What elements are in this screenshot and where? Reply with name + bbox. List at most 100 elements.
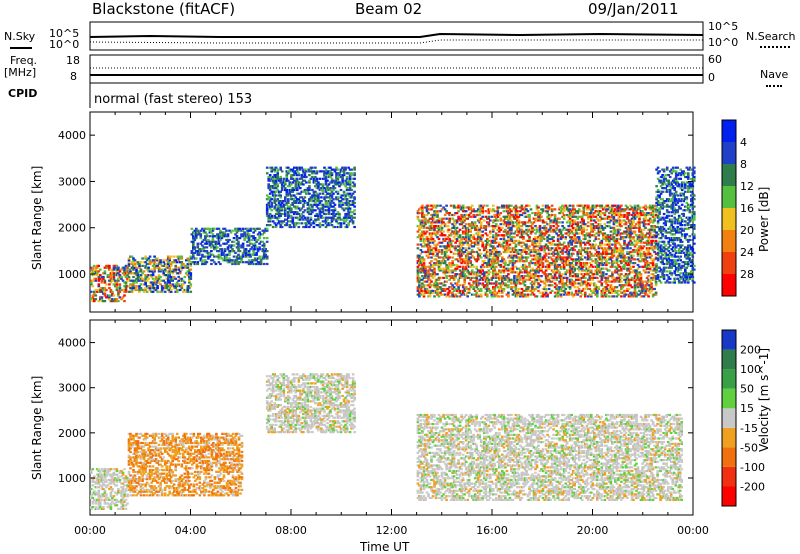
heatmap-cell [585, 234, 589, 237]
heatmap-cell [547, 256, 551, 259]
heatmap-cell [484, 225, 488, 228]
heatmap-cell [508, 228, 512, 231]
heatmap-cell [220, 250, 224, 253]
heatmap-cell [297, 201, 301, 204]
heatmap-cell [280, 185, 284, 188]
heatmap-cell [529, 232, 533, 235]
heatmap-cell [458, 234, 462, 237]
heatmap-cell [318, 222, 322, 225]
heatmap-cell [437, 262, 441, 265]
heatmap-cell [259, 233, 263, 236]
heatmap-cell [222, 235, 225, 238]
heatmap-cell [479, 230, 483, 233]
heatmap-cell [469, 239, 472, 242]
heatmap-cell [306, 203, 310, 206]
heatmap-cell [102, 272, 105, 275]
heatmap-cell [479, 236, 483, 239]
heatmap-cell [341, 218, 344, 221]
heatmap-cell [608, 275, 611, 278]
heatmap-cell [507, 204, 510, 207]
heatmap-cell [265, 198, 269, 201]
heatmap-cell [156, 287, 159, 290]
heatmap-cell [446, 265, 450, 268]
heatmap-cell [567, 293, 570, 296]
heatmap-cell [584, 213, 587, 217]
heatmap-cell [285, 203, 289, 206]
nsky-tick-top: 10^5 [49, 27, 80, 40]
heatmap-cell [294, 216, 298, 219]
heatmap-cell [472, 241, 475, 244]
heatmap-cell [338, 225, 341, 229]
heatmap-cell [151, 264, 155, 267]
heatmap-cell [314, 198, 317, 201]
heatmap-cell [552, 225, 555, 228]
heatmap-cell [302, 190, 305, 193]
heatmap-cell [612, 260, 616, 263]
heatmap-cell [262, 257, 266, 260]
heatmap-cell [341, 179, 344, 182]
heatmap-cell [312, 200, 316, 203]
heatmap-cell [428, 286, 432, 289]
heatmap-cell [108, 283, 111, 286]
heatmap-cell [246, 253, 249, 256]
heatmap-cell [201, 259, 204, 262]
heatmap-cell [496, 206, 500, 209]
heatmap-cell [329, 201, 332, 204]
heatmap-cell [217, 240, 221, 243]
heatmap-cell [498, 234, 501, 237]
heatmap-cell [330, 205, 334, 208]
heatmap-cell [528, 276, 531, 279]
heatmap-cell [463, 232, 466, 235]
heatmap-cell [97, 285, 101, 288]
heatmap-cell [476, 237, 480, 241]
heatmap-cell [279, 190, 282, 193]
heatmap-cell [484, 293, 488, 296]
heatmap-cell [153, 279, 156, 282]
heatmap-cell [440, 232, 444, 235]
heatmap-cell [422, 284, 426, 287]
heatmap-cell [470, 241, 474, 244]
heatmap-cell [562, 267, 566, 270]
heatmap-cell [467, 282, 471, 285]
heatmap-cell [297, 222, 301, 225]
heatmap-cell [335, 174, 338, 177]
heatmap-cell [424, 287, 427, 291]
heatmap-cell [481, 206, 484, 209]
heatmap-cell [148, 262, 152, 266]
heatmap-cell [559, 230, 563, 233]
heatmap-cell [584, 282, 587, 285]
heatmap-cell [303, 201, 307, 204]
heatmap-cell [455, 249, 459, 252]
heatmap-cell [195, 227, 198, 230]
heatmap-cell [538, 256, 542, 259]
heatmap-cell [126, 270, 129, 273]
heatmap-cell [576, 225, 579, 228]
heatmap-cell [464, 256, 468, 259]
heatmap-cell [238, 257, 242, 260]
heatmap-cell [544, 289, 548, 292]
heatmap-cell [531, 267, 534, 270]
heatmap-cell [449, 282, 453, 285]
heatmap-cell [591, 206, 595, 209]
heatmap-cell [214, 235, 218, 238]
heatmap-cell [487, 287, 491, 291]
heatmap-cell [561, 212, 564, 215]
heatmap-cell [466, 254, 469, 257]
heatmap-cell [479, 208, 483, 211]
heatmap-cell [466, 241, 469, 244]
heatmap-cell [526, 225, 530, 228]
heatmap-cell [422, 225, 426, 228]
heatmap-cell [561, 280, 564, 283]
heatmap-cell [433, 269, 436, 272]
heatmap-cell [511, 265, 515, 268]
heatmap-cell [602, 267, 605, 270]
heatmap-cell [597, 256, 601, 259]
heatmap-cell [486, 289, 489, 292]
heatmap-cell [135, 277, 138, 280]
heatmap-cell [279, 205, 282, 208]
heatmap-cell [541, 293, 545, 296]
heatmap-cell [175, 261, 179, 264]
heatmap-cell [330, 220, 334, 223]
heatmap-cell [163, 268, 167, 271]
heatmap-cell [287, 214, 290, 217]
